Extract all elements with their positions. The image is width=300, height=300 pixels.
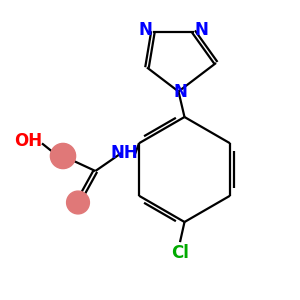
Text: Cl: Cl <box>171 244 189 262</box>
Circle shape <box>67 191 89 214</box>
Text: N: N <box>194 21 208 39</box>
Text: N: N <box>139 21 152 39</box>
Text: O: O <box>71 194 85 211</box>
Text: N: N <box>173 82 187 100</box>
Text: NH: NH <box>111 144 138 162</box>
Text: OH: OH <box>14 132 43 150</box>
Circle shape <box>50 143 76 169</box>
